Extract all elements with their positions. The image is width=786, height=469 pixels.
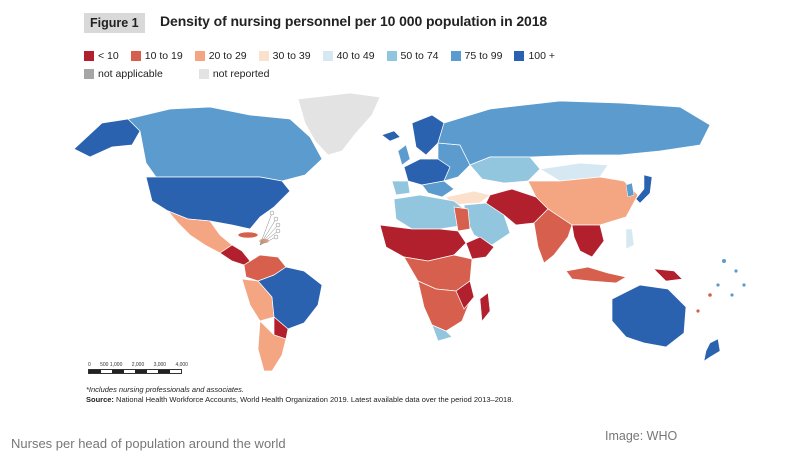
brazil-region — [257, 266, 323, 330]
iceland-region — [381, 130, 401, 142]
legend-label: 10 to 19 — [144, 50, 183, 62]
russia-region — [437, 100, 711, 166]
legend-item: 100 + — [514, 50, 555, 62]
legend-label: 75 to 99 — [464, 50, 503, 62]
legend-swatch — [386, 51, 397, 61]
map-scale: 0 500 1,000 2,000 3,000 4,000 — [88, 362, 188, 374]
argentina-chile-region — [257, 320, 287, 372]
legend-item: 50 to 74 — [386, 50, 439, 62]
alaska-region — [73, 118, 141, 158]
footnote: *Includes nursing professionals and asso… — [86, 385, 245, 394]
canada-region — [127, 106, 323, 182]
legend-item: not applicable — [84, 68, 163, 80]
notes: *Includes nursing professionals and asso… — [86, 385, 514, 405]
legend-swatch — [450, 51, 461, 61]
legend-item: not reported — [198, 68, 270, 80]
madagascar-region — [479, 292, 491, 322]
figure-title: Density of nursing personnel per 10 000 … — [160, 13, 548, 29]
australia-region — [611, 284, 687, 348]
southern-europe-region — [421, 180, 455, 198]
legend: < 10 10 to 19 20 to 29 30 to 39 40 to 49… — [84, 47, 644, 83]
new-zealand-region — [703, 338, 721, 362]
legend-swatch — [258, 51, 269, 61]
usa-region — [145, 176, 291, 230]
legend-label: < 10 — [98, 50, 119, 62]
central-africa-region — [403, 254, 473, 292]
legend-item: 10 to 19 — [130, 50, 183, 62]
central-asia-region — [469, 156, 541, 184]
east-africa-south-region — [455, 280, 475, 310]
legend-label: 100 + — [528, 50, 556, 62]
mongolia-region — [538, 162, 609, 182]
legend-swatch — [322, 51, 333, 61]
legend-label: 20 to 29 — [208, 50, 247, 62]
png-region — [653, 268, 683, 282]
legend-row-2: not applicable not reported — [84, 65, 644, 83]
figure-tag: Figure 1 — [84, 13, 145, 33]
world-map — [30, 85, 760, 375]
south-africa-region — [431, 324, 453, 342]
legend-item: 30 to 39 — [258, 50, 311, 62]
legend-swatch — [514, 51, 525, 61]
horn-of-africa-region — [465, 236, 495, 260]
legend-item: 20 to 29 — [194, 50, 247, 62]
legend-label: 50 to 74 — [400, 50, 439, 62]
philippines-region — [625, 228, 635, 250]
legend-swatch — [84, 51, 94, 61]
legend-label: not applicable — [98, 68, 163, 80]
legend-label: 40 to 49 — [336, 50, 375, 62]
source-line: Source: National Health Workforce Accoun… — [86, 395, 514, 405]
image-caption: Nurses per head of population around the… — [11, 436, 286, 451]
source-text: National Health Workforce Accounts, Worl… — [113, 395, 514, 404]
image-credit: Image: WHO — [605, 429, 678, 443]
legend-row-1: < 10 10 to 19 20 to 29 30 to 39 40 to 49… — [84, 47, 644, 65]
legend-item: < 10 — [84, 50, 119, 62]
korea-region — [625, 182, 635, 198]
source-label: Source: — [86, 395, 114, 404]
mainland-se-asia-region — [571, 224, 605, 258]
legend-swatch — [198, 69, 209, 79]
legend-swatch — [130, 51, 141, 61]
world-map-svg — [30, 92, 746, 372]
scale-label: 500 1,000 — [100, 362, 123, 368]
japan-region — [635, 174, 653, 204]
scale-label: 3,000 — [153, 362, 167, 368]
scale-label: 2,000 — [131, 362, 145, 368]
west-africa-region — [379, 224, 467, 262]
scale-labels: 0 500 1,000 2,000 3,000 4,000 — [88, 362, 188, 368]
uk-region — [397, 144, 411, 166]
scale-bar — [88, 369, 182, 374]
greenland-region — [297, 92, 381, 156]
legend-swatch — [194, 51, 205, 61]
legend-item: 75 to 99 — [450, 50, 503, 62]
legend-swatch — [84, 69, 94, 79]
legend-label: not reported — [212, 68, 270, 80]
legend-label: 30 to 39 — [272, 50, 311, 62]
egypt-region — [453, 206, 471, 232]
india-region — [533, 208, 573, 264]
scale-label: 4,000 — [175, 362, 188, 368]
iberia-region — [391, 180, 411, 196]
scale-label: 0 — [88, 362, 91, 368]
legend-item: 40 to 49 — [322, 50, 375, 62]
indonesia-region — [565, 266, 627, 284]
